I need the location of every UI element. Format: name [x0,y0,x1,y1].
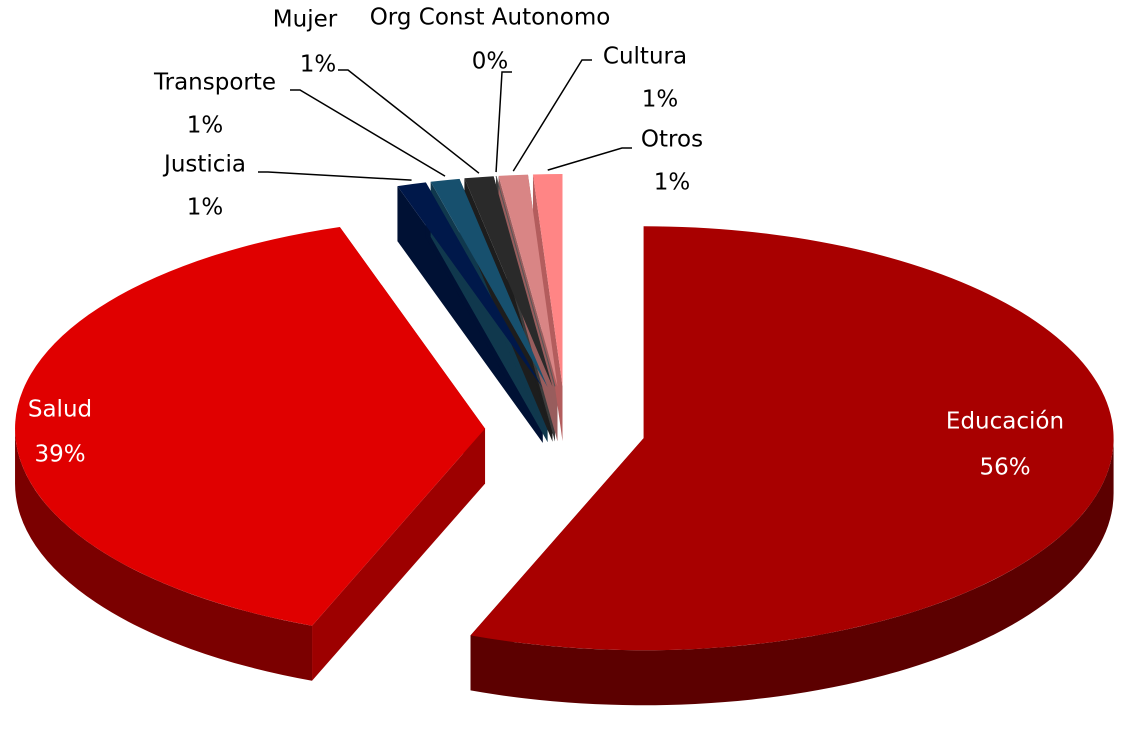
pie-slice [495,175,556,387]
slice-value-label: 1% [300,52,337,78]
slice-label: Org Const Autonomo [370,5,611,31]
slice-wall [470,438,1114,706]
pie-slice [464,176,553,387]
leader-line [338,69,480,174]
pie-slice [15,226,486,626]
pie-slice [470,226,1114,651]
leader-line [495,71,512,173]
pie-tops [15,174,1114,651]
slice-value-label: 0% [472,49,509,75]
slice-wall [15,428,313,681]
slice-label: Salud [28,397,92,423]
slice-label: Transporte [153,70,276,96]
leader-line [512,59,592,172]
slice-value-label: 39% [34,442,85,468]
slice-label: Cultura [603,44,687,70]
slice-value-label: 56% [979,455,1030,481]
slice-label: Otros [641,127,703,153]
slice-value-label: 1% [654,170,691,196]
leader-line [258,171,412,181]
leader-line [547,147,632,171]
slice-label: Justicia [162,152,246,178]
slice-edge-face [312,428,486,681]
slice-label: Mujer [273,7,338,33]
slice-label: Educación [946,409,1064,435]
pie-labels: Educación 56% Salud 39% Justicia 1% Transporte… [28,5,1064,481]
pie-slice [397,182,543,388]
slice-value-label: 1% [642,87,679,113]
slice-value-label: 1% [187,195,224,221]
leader-line [290,89,446,177]
slice-value-label: 1% [187,113,224,139]
pie-slice [430,178,548,388]
pie-slice [532,174,563,387]
pie-slice [498,174,558,387]
